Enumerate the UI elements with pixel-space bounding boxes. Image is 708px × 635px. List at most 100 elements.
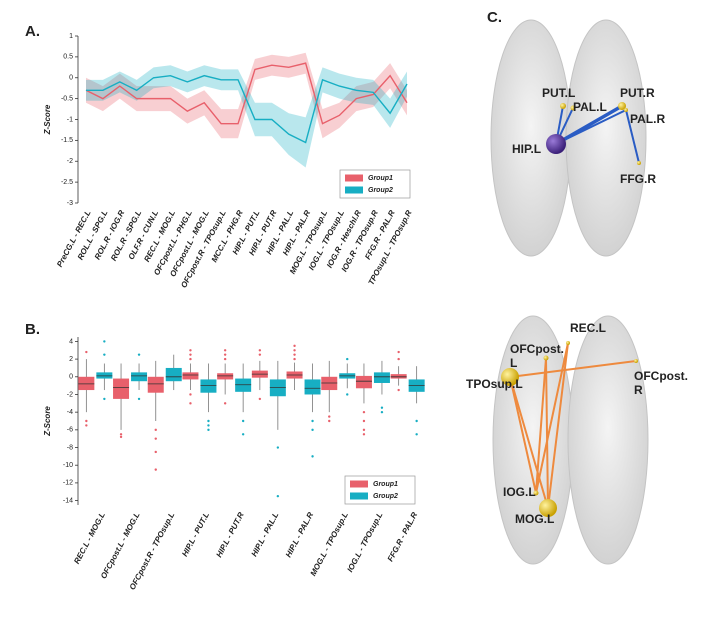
outlier xyxy=(189,393,192,396)
y-tick-label: 0 xyxy=(69,374,73,381)
legend-label: Group1 xyxy=(373,481,398,488)
outlier xyxy=(328,415,331,418)
node-label: PUT.R xyxy=(620,86,655,100)
y-axis-label: Z-Score xyxy=(43,406,52,437)
y-tick-label: -8 xyxy=(67,444,73,451)
outlier xyxy=(311,455,314,458)
network-edge xyxy=(535,357,547,494)
outlier xyxy=(154,437,157,440)
legend-label: Group2 xyxy=(368,187,393,194)
panel-label: A. xyxy=(25,23,40,40)
outlier xyxy=(397,350,400,354)
legend-label: Group1 xyxy=(368,175,393,182)
brain-top xyxy=(490,19,647,257)
network-node xyxy=(570,105,576,111)
legend-swatch xyxy=(345,186,363,194)
node-label: PUT.L xyxy=(542,86,575,100)
box xyxy=(355,375,372,389)
outlier xyxy=(137,397,141,401)
box xyxy=(147,376,164,393)
x-tick-label: REC.L - MOG.L xyxy=(72,511,107,566)
node-label: REC.L xyxy=(570,321,606,335)
network-node xyxy=(637,161,641,165)
outlier xyxy=(103,397,106,401)
box xyxy=(113,378,130,399)
network-edge xyxy=(509,376,537,494)
outlier xyxy=(85,350,88,354)
legend-swatch xyxy=(345,174,363,182)
y-tick-label: -6 xyxy=(67,427,73,434)
box xyxy=(200,379,217,393)
outlier xyxy=(223,357,227,361)
outlier xyxy=(397,357,400,361)
outlier xyxy=(119,433,123,436)
outlier xyxy=(293,353,296,356)
outlier xyxy=(362,433,366,436)
outlier xyxy=(311,419,314,423)
y-tick-label: 1 xyxy=(69,33,73,40)
x-tick-label: HIP.L - PUT.R xyxy=(214,511,245,559)
outlier xyxy=(241,419,245,423)
outlier xyxy=(189,357,192,361)
mean-line xyxy=(85,62,408,125)
panel-label: C. xyxy=(487,9,502,26)
error-band xyxy=(86,65,407,168)
box xyxy=(78,376,95,391)
y-tick-label: 0.5 xyxy=(63,54,73,61)
outlier xyxy=(258,397,262,401)
y-tick-label: -3 xyxy=(67,200,73,207)
outlier xyxy=(154,468,157,471)
outlier xyxy=(85,424,88,427)
y-tick-label: -2 xyxy=(67,158,73,165)
outlier xyxy=(223,349,227,352)
network-node xyxy=(539,499,557,517)
y-axis-label: Z-Score xyxy=(43,104,52,135)
x-tick-label: IOG.L - TPOsup.L xyxy=(345,511,384,574)
node-label: FFG.R xyxy=(620,172,656,186)
y-tick-label: -2.5 xyxy=(61,179,73,186)
y-tick-label: 2 xyxy=(69,356,73,363)
network-edge xyxy=(535,342,569,494)
box xyxy=(321,376,338,391)
outlier xyxy=(103,353,106,356)
network-node xyxy=(618,102,626,110)
outlier xyxy=(311,428,314,432)
node-label: MOG.L xyxy=(515,512,554,526)
outlier xyxy=(293,357,296,361)
x-tick-label: HIP.L - PAL.R xyxy=(284,511,315,559)
y-tick-label: -14 xyxy=(63,497,73,504)
outlier xyxy=(328,419,331,423)
network-edge xyxy=(545,357,549,509)
outlier xyxy=(207,424,210,427)
x-tick-label: FFG.R - PAL.R xyxy=(386,511,420,564)
legend-swatch xyxy=(350,480,368,488)
mean-line xyxy=(86,74,408,144)
legend-swatch xyxy=(350,492,368,500)
network-node xyxy=(560,103,566,109)
outlier xyxy=(380,406,384,409)
y-tick-label: -1.5 xyxy=(61,137,73,144)
outlier xyxy=(154,450,157,454)
outlier xyxy=(207,419,210,423)
outlier xyxy=(137,353,141,356)
y-tick-label: -0.5 xyxy=(61,95,73,102)
node-label: R xyxy=(634,383,643,397)
outlier xyxy=(154,428,157,432)
outlier xyxy=(223,353,227,356)
outlier xyxy=(276,446,280,449)
box xyxy=(217,373,234,380)
node-label: TPOsup.L xyxy=(466,377,523,391)
outlier xyxy=(293,349,296,352)
network-node xyxy=(566,341,570,345)
network-node xyxy=(501,368,519,386)
outlier xyxy=(241,433,245,436)
outlier xyxy=(380,410,384,414)
x-tick-label: HIP.L - PAL.L xyxy=(250,511,281,558)
y-tick-label: -1 xyxy=(67,116,73,123)
outlier xyxy=(346,357,349,361)
y-tick-label: -10 xyxy=(63,462,73,469)
outlier xyxy=(258,353,262,356)
network-node xyxy=(533,490,539,496)
outlier xyxy=(119,435,123,439)
